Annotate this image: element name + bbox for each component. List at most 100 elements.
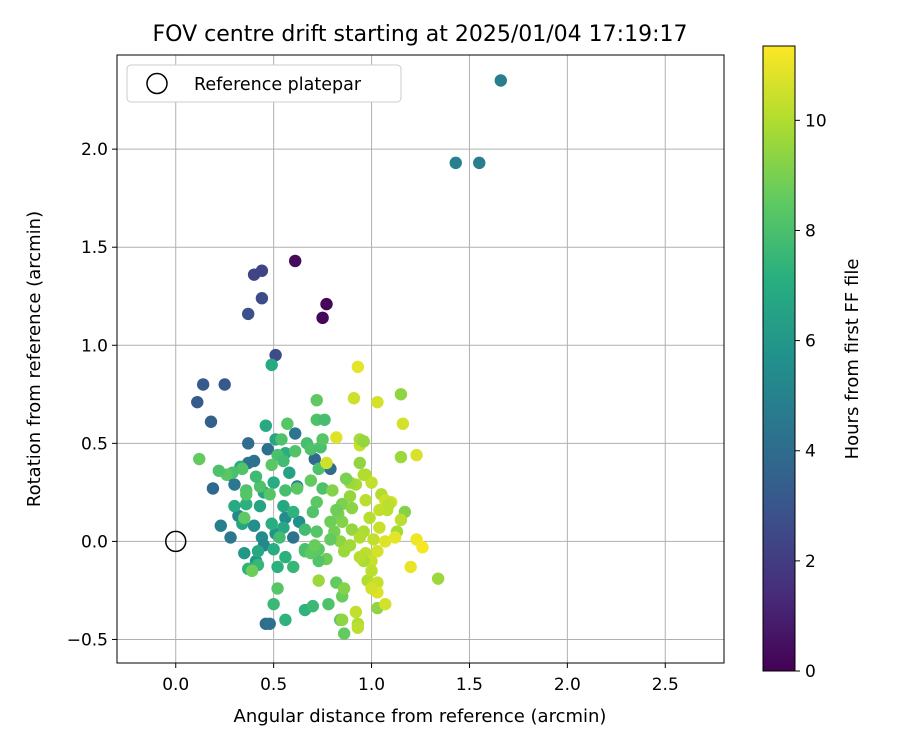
data-point [371,395,384,409]
data-point [277,454,290,468]
colorbar-tick-label: 2 [805,552,816,572]
data-point [382,497,396,511]
data-point [337,582,351,595]
data-point [320,456,333,470]
data-point [191,395,204,409]
data-point [388,531,402,544]
data-point [263,488,276,501]
data-point [253,499,267,513]
y-axis-label: Rotation from reference (arcmin) [24,211,45,507]
data-point [330,431,343,444]
x-tick-label: 2.0 [554,675,581,695]
data-point [251,545,265,558]
data-point [351,360,365,374]
chart-title: FOV centre drift starting at 2025/01/04 … [153,22,688,47]
data-point [212,464,226,477]
data-point [308,452,321,466]
colorbar-ticks: 0 2 4 6 8 10 [795,111,827,682]
data-point [320,297,333,311]
data-point [359,494,372,507]
data-point [253,480,267,493]
data-point [330,503,343,517]
data-point [473,156,486,170]
data-point [265,517,278,530]
data-point [310,393,323,407]
y-tick-label: 2.0 [81,140,108,160]
data-point [310,525,323,538]
data-point [343,539,357,552]
data-point [365,564,378,578]
data-point [298,523,312,536]
data-point [324,533,337,546]
colorbar-label: Hours from first FF file [842,259,863,460]
data-point [241,437,255,450]
data-point [345,501,359,515]
data-point [351,621,365,634]
data-point [271,582,284,595]
data-point [394,388,408,401]
data-point [283,466,296,479]
data-point [335,613,349,627]
data-point [261,443,274,456]
colorbar: 0 2 4 6 8 10 Hours from first FF file [762,45,863,682]
x-axis-label: Angular distance from reference (arcmin) [234,706,607,727]
data-point [240,488,253,501]
data-point [316,311,329,325]
data-point [353,531,366,544]
grid-lines [117,55,724,663]
data-point [404,560,417,574]
data-point [339,472,353,485]
data-point [287,560,300,574]
data-point [416,541,429,554]
data-point [379,597,392,611]
data-point [196,378,210,391]
data-point [365,582,378,595]
data-point [431,572,445,585]
y-tick-label: 1.5 [81,238,108,258]
data-point [316,433,329,446]
legend: Reference platepar [126,64,402,103]
data-point [373,521,386,534]
data-point [349,605,363,619]
data-point [267,597,280,611]
data-point [353,456,366,470]
data-point [228,478,241,491]
data-point [265,358,278,372]
data-point [334,535,347,548]
colorbar-frame [762,45,796,672]
data-point [269,348,282,362]
data-point [265,458,278,472]
data-point [304,474,318,487]
data-point [245,564,259,578]
colorbar-tick-label: 8 [805,221,816,241]
data-point [236,462,249,476]
y-tick-label: 1.0 [81,336,108,356]
data-point [240,497,253,511]
colorbar-gradient [763,46,795,671]
data-point [322,597,335,611]
data-point [267,543,280,556]
data-point [306,505,320,519]
colorbar-tick-label: 0 [805,662,816,682]
legend-marker-open-circle [146,72,168,95]
data-point [255,292,269,305]
data-point [228,499,241,513]
data-point [287,531,300,544]
data-point [218,378,231,391]
data-point [306,599,320,613]
data-point [238,546,251,560]
data-point [357,468,370,481]
y-tick-label: 0.0 [81,532,108,552]
data-point [281,417,294,430]
data-point [277,499,290,513]
data-point [267,476,280,489]
reference-point-marker [164,530,187,553]
data-point [271,560,284,574]
colorbar-tick-label: 10 [805,111,827,131]
data-point [347,392,361,405]
data-point [204,415,218,428]
data-point [373,503,386,517]
y-tick-label: 0.5 [81,434,108,454]
data-point [288,254,302,268]
